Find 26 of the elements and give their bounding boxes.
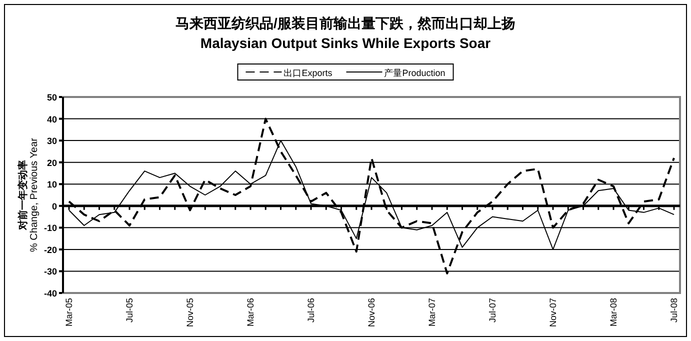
x-tick-label: Jul-08 [669, 298, 679, 323]
x-tick-label: Mar-07 [427, 298, 437, 327]
x-tick-label: Nov-06 [366, 298, 376, 328]
y-tick-label: -30 [44, 266, 57, 277]
y-tick-label: 10 [46, 180, 57, 190]
chart-subtitle: Malaysian Output Sinks While Exports Soar [200, 35, 492, 51]
legend-label: 出口Exports [284, 68, 333, 78]
x-tick-label: Jul-05 [124, 298, 134, 323]
x-tick-label: Mar-05 [64, 298, 74, 327]
y-tick-label: -20 [44, 244, 57, 255]
y-tick-label: 0 [52, 201, 57, 212]
x-tick-label: Nov-07 [548, 298, 558, 328]
x-tick-label: Nov-05 [185, 298, 195, 328]
x-tick-label: Jul-06 [306, 298, 316, 323]
y-tick-label: -40 [44, 288, 57, 298]
y-tick-label: -10 [44, 223, 57, 234]
y-tick-label: 30 [46, 136, 57, 146]
x-tick-label: Mar-06 [246, 298, 256, 327]
y-tick-label: 20 [46, 158, 57, 168]
y-axis-title: 对前一年变动率 % Change, Previous Year [17, 137, 40, 252]
legend-label: 产量Production [384, 68, 446, 78]
x-tick-label: Mar-08 [608, 298, 618, 327]
y-tick-label: 40 [46, 114, 57, 124]
chart-title: 马来西亚纺织品/服装目前输出量下跌，然而出口却上扬 [176, 15, 516, 31]
y-tick-label: 50 [46, 92, 57, 102]
x-tick-label: Jul-07 [488, 298, 498, 323]
